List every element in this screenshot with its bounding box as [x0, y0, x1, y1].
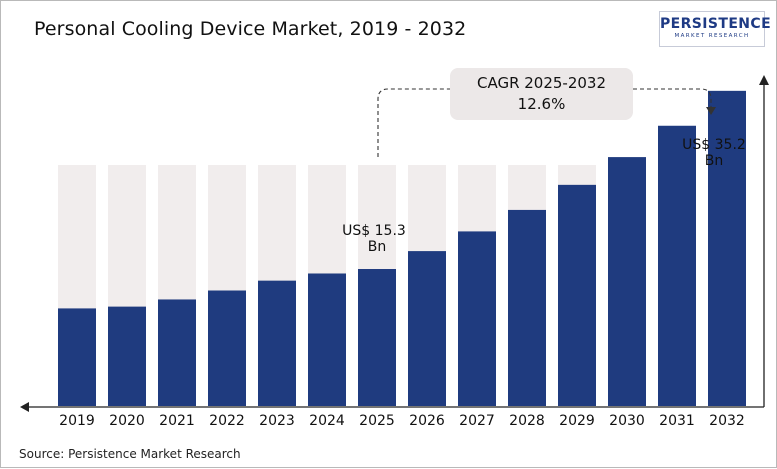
- bar-2030: [608, 157, 646, 406]
- y-axis-arrow-up: [759, 75, 769, 85]
- brand-logo: PERSISTENCE MARKET RESEARCH: [659, 11, 772, 47]
- x-tick-label-2021: 2021: [159, 413, 195, 429]
- x-axis: [20, 75, 769, 412]
- bar-2023: [258, 280, 296, 406]
- bar-2026: [408, 251, 446, 406]
- bar-2032: [708, 90, 746, 406]
- x-tick-label-2029: 2029: [559, 413, 595, 429]
- data-label-2032-line1: US$ 35.2: [682, 137, 746, 153]
- bar-layer: [58, 90, 746, 407]
- x-tick-label-2031: 2031: [659, 413, 695, 429]
- x-tick-label-2026: 2026: [409, 413, 445, 429]
- x-tick-label-2024: 2024: [309, 413, 345, 429]
- bar-2027: [458, 231, 496, 406]
- x-tick-label-2032: 2032: [709, 413, 745, 429]
- source-note: Source: Persistence Market Research: [19, 447, 241, 461]
- x-tick-label-2022: 2022: [209, 413, 245, 429]
- cagr-value: 12.6%: [517, 95, 566, 113]
- chart-title: Personal Cooling Device Market, 2019 - 2…: [34, 18, 467, 40]
- cagr-connector-right: [633, 88, 712, 109]
- x-tick-label-2028: 2028: [509, 413, 545, 429]
- x-tick-label-2019: 2019: [59, 413, 95, 429]
- bar-2021: [158, 299, 196, 406]
- data-label-2032-line2: Bn: [705, 153, 723, 169]
- bar-2029: [558, 184, 596, 406]
- cagr-callout: CAGR 2025-2032 12.6%: [450, 68, 633, 120]
- logo-tagline: MARKET RESEARCH: [674, 33, 750, 39]
- data-label-2025-line1: US$ 15.3: [342, 223, 406, 239]
- cagr-label: CAGR 2025-2032: [476, 74, 607, 92]
- bar-2022: [208, 290, 246, 406]
- cagr-arrowhead: [706, 107, 716, 115]
- x-tick-label-2027: 2027: [459, 413, 495, 429]
- bar-2031: [658, 125, 696, 407]
- logo-wordmark: PERSISTENCE: [660, 16, 772, 32]
- x-tick-label-2020: 2020: [109, 413, 145, 429]
- bar-2024: [308, 273, 346, 406]
- x-axis-arrow-left: [20, 402, 29, 412]
- x-tick-label-2025: 2025: [359, 413, 395, 429]
- bar-2028: [508, 209, 546, 406]
- bar-2025: [358, 269, 396, 406]
- x-tick-label-2030: 2030: [609, 413, 645, 429]
- bar-2020: [108, 306, 146, 406]
- data-label-2025-line2: Bn: [368, 239, 386, 255]
- x-tick-label-2023: 2023: [259, 413, 295, 429]
- x-tick-labels: 2019 2020 2021 2022 2023 2024 2025 2026 2027 2028…: [59, 413, 745, 429]
- cagr-connector-left: [377, 88, 450, 157]
- bar-2019: [58, 308, 96, 406]
